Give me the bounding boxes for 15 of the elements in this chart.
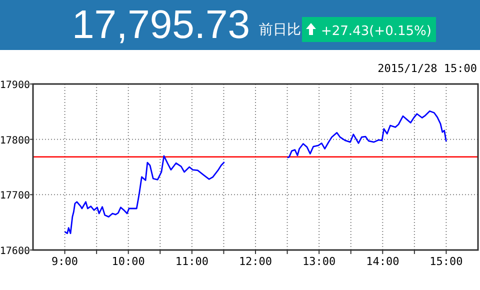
chart-subtitle: 前日比 [259, 22, 301, 38]
x-tick-label: 15:00 [430, 255, 463, 268]
x-tick-label: 13:00 [302, 255, 336, 268]
x-tick-label: 12:00 [238, 255, 272, 268]
y-tick-label: 17900 [0, 80, 30, 91]
x-tick-label: 11:00 [175, 255, 208, 268]
text: 2015/1/28 15:00 [378, 62, 477, 75]
text: +27.43(+0.15%) [321, 24, 432, 39]
y-tick-label: 17700 [0, 190, 30, 202]
x-tick-label: 10:00 [112, 255, 145, 268]
y-tick-label: 17600 [0, 246, 30, 257]
chart-title: 17,795.73 [72, 3, 250, 47]
x-tick-label: 9:00 [52, 255, 78, 268]
x-tick-label: 14:00 [366, 255, 400, 268]
y-tick-label: 17800 [0, 135, 30, 146]
